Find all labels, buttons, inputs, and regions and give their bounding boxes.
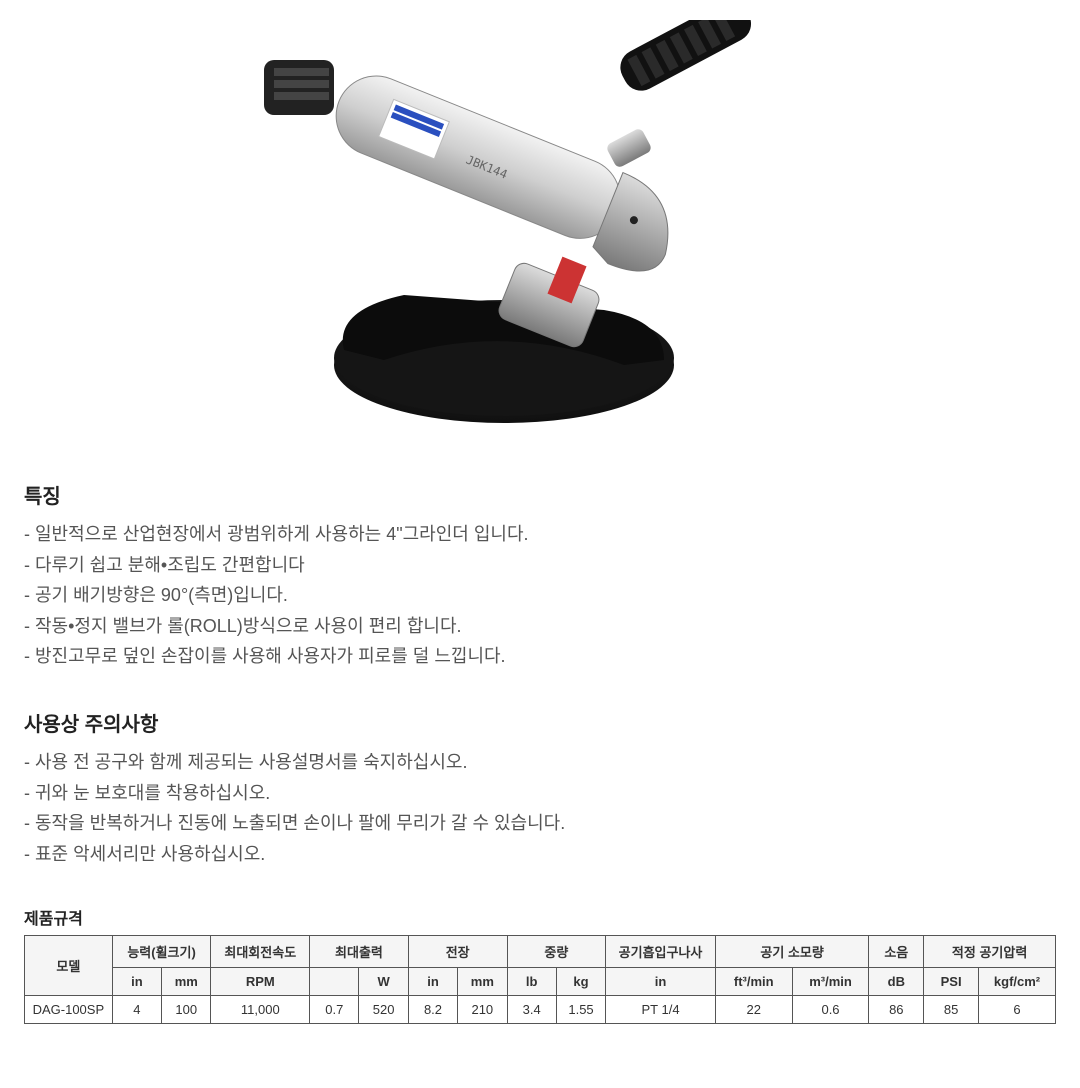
feature-item: - 다루기 쉽고 분해•조립도 간편합니다 (24, 550, 1056, 581)
caution-item: - 동작을 반복하거나 진동에 노출되면 손이나 팔에 무리가 갈 수 있습니다… (24, 808, 1056, 839)
cell: 0.6 (792, 996, 869, 1024)
table-row: DAG-100SP 4 100 11,000 0.7 520 8.2 210 3… (25, 996, 1056, 1024)
th-model: 모델 (25, 936, 113, 996)
cell: 22 (715, 996, 792, 1024)
cell: 86 (869, 996, 924, 1024)
th-unit: W (359, 968, 408, 996)
cell: 8.2 (408, 996, 457, 1024)
caution-item: - 사용 전 공구와 함께 제공되는 사용설명서를 숙지하십시오. (24, 747, 1056, 778)
feature-item: - 작동•정지 밸브가 롤(ROLL)방식으로 사용이 편리 합니다. (24, 611, 1056, 642)
cell-model: DAG-100SP (25, 996, 113, 1024)
cell: PT 1/4 (606, 996, 716, 1024)
feature-item: - 일반적으로 산업현장에서 광범위하게 사용하는 4"그라인더 입니다. (24, 519, 1056, 550)
caution-item: - 귀와 눈 보호대를 착용하십시오. (24, 778, 1056, 809)
th-unit: kg (556, 968, 605, 996)
cell: 6 (979, 996, 1056, 1024)
cell: 11,000 (211, 996, 310, 1024)
features-title: 특징 (24, 480, 1056, 509)
th-unit: mm (162, 968, 211, 996)
th-unit: kgf/cm² (979, 968, 1056, 996)
th-unit: in (112, 968, 161, 996)
cell: 85 (924, 996, 979, 1024)
th-unit: ft³/min (715, 968, 792, 996)
th-unit: mm (458, 968, 507, 996)
product-image: JBK144 (204, 20, 764, 450)
feature-item: - 방진고무로 덮인 손잡이를 사용해 사용자가 피로를 덜 느낍니다. (24, 641, 1056, 672)
feature-item: - 공기 배기방향은 90°(측면)입니다. (24, 580, 1056, 611)
cell: 4 (112, 996, 161, 1024)
th-unit: RPM (211, 968, 310, 996)
cell: 3.4 (507, 996, 556, 1024)
th-inlet: 공기흡입구나사 (606, 936, 716, 968)
th-unit (310, 968, 359, 996)
cell: 100 (162, 996, 211, 1024)
th-unit: dB (869, 968, 924, 996)
th-maxpower: 최대출력 (310, 936, 409, 968)
cautions-title: 사용상 주의사항 (24, 708, 1056, 737)
spec-title: 제품규격 (24, 905, 1056, 929)
th-unit: lb (507, 968, 556, 996)
th-unit: in (408, 968, 457, 996)
th-consumption: 공기 소모량 (715, 936, 869, 968)
th-unit: PSI (924, 968, 979, 996)
cell: 520 (359, 996, 408, 1024)
caution-item: - 표준 악세서리만 사용하십시오. (24, 839, 1056, 870)
th-length: 전장 (408, 936, 507, 968)
th-noise: 소음 (869, 936, 924, 968)
th-capacity: 능력(휠크기) (112, 936, 211, 968)
th-unit: in (606, 968, 716, 996)
cell: 0.7 (310, 996, 359, 1024)
cautions-list: - 사용 전 공구와 함께 제공되는 사용설명서를 숙지하십시오. - 귀와 눈… (24, 747, 1056, 869)
cell: 210 (458, 996, 507, 1024)
features-list: - 일반적으로 산업현장에서 광범위하게 사용하는 4"그라인더 입니다. - … (24, 519, 1056, 672)
th-unit: m³/min (792, 968, 869, 996)
spec-table: 모델 능력(휠크기) 최대회전속도 최대출력 전장 중량 공기흡입구나사 공기 … (24, 935, 1056, 1024)
th-maxspeed: 최대회전속도 (211, 936, 310, 968)
th-pressure: 적정 공기압력 (924, 936, 1056, 968)
cell: 1.55 (556, 996, 605, 1024)
th-weight: 중량 (507, 936, 606, 968)
